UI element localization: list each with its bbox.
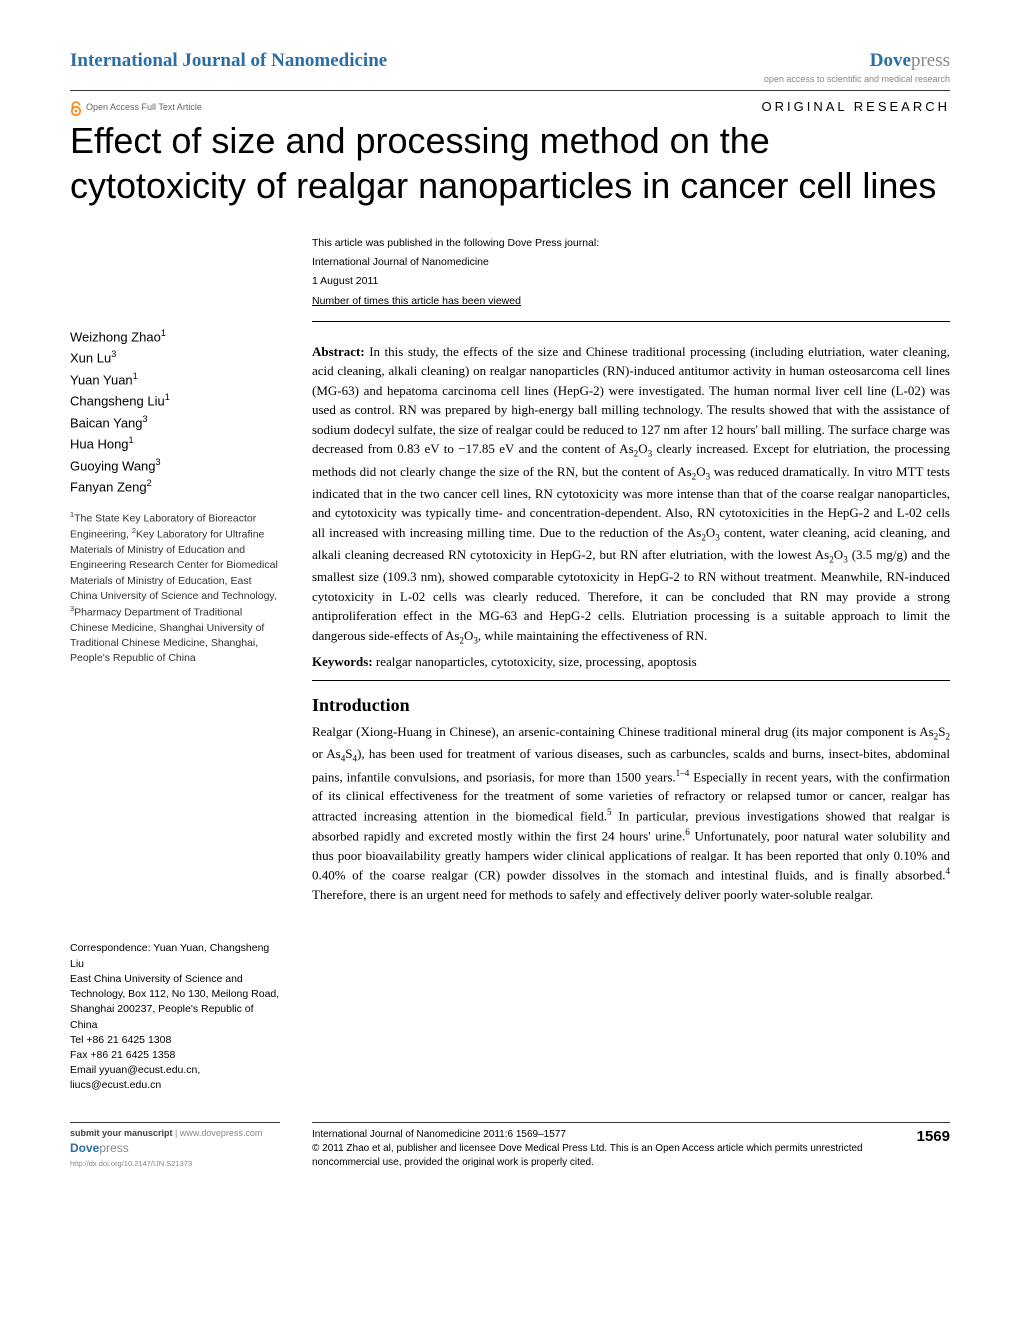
- keywords-line: Keywords: realgar nanoparticles, cytotox…: [312, 654, 950, 681]
- open-access-label: Open Access Full Text Article: [70, 100, 202, 114]
- pub-info-line3: 1 August 2011: [312, 274, 950, 289]
- brand-logo: Dovepress: [764, 50, 950, 72]
- author-entry: Fanyan Zeng2: [70, 476, 280, 497]
- pub-info-line1: This article was published in the follow…: [312, 236, 950, 251]
- correspondence-address: East China University of Science and Tec…: [70, 972, 280, 1033]
- submit-label[interactable]: submit your manuscript: [70, 1128, 173, 1138]
- footer-copyright: © 2011 Zhao et al, publisher and license…: [312, 1142, 917, 1170]
- footer: submit your manuscript | www.dovepress.c…: [70, 1122, 950, 1170]
- author-entry: Guoying Wang3: [70, 455, 280, 476]
- left-column: Weizhong Zhao1Xun Lu3Yuan Yuan1Changshen…: [70, 236, 280, 1094]
- footer-brand[interactable]: Dovepress: [70, 1141, 280, 1155]
- open-access-icon: [70, 100, 82, 114]
- page-number: 1569: [917, 1128, 950, 1170]
- pub-info-line4[interactable]: Number of times this article has been vi…: [312, 294, 950, 309]
- brand-dove: Dove: [870, 50, 911, 71]
- header-row: International Journal of Nanomedicine Do…: [70, 50, 950, 91]
- journal-name: International Journal of Nanomedicine: [70, 50, 387, 72]
- author-entry: Changsheng Liu1: [70, 390, 280, 411]
- author-entry: Yuan Yuan1: [70, 369, 280, 390]
- brand-block: Dovepress open access to scientific and …: [764, 50, 950, 84]
- footer-brand-dove: Dove: [70, 1141, 99, 1155]
- correspondence-fax: Fax +86 21 6425 1358: [70, 1048, 280, 1063]
- keywords-text: realgar nanoparticles, cytotoxicity, siz…: [373, 654, 697, 669]
- open-access-text: Open Access Full Text Article: [86, 102, 202, 112]
- submit-url[interactable]: | www.dovepress.com: [173, 1128, 263, 1138]
- affiliations: 1The State Key Laboratory of Bioreactor …: [70, 510, 280, 667]
- abstract-paragraph: Abstract: In this study, the effects of …: [312, 342, 950, 648]
- author-entry: Xun Lu3: [70, 347, 280, 368]
- spacer: [70, 236, 280, 326]
- pub-info-line2: International Journal of Nanomedicine: [312, 255, 950, 270]
- brand-tagline: open access to scientific and medical re…: [764, 74, 950, 84]
- footer-left: submit your manuscript | www.dovepress.c…: [70, 1122, 280, 1170]
- correspondence-tel: Tel +86 21 6425 1308: [70, 1033, 280, 1048]
- author-entry: Baican Yang3: [70, 412, 280, 433]
- abstract-body: In this study, the effects of the size a…: [312, 344, 950, 643]
- footer-citation-block: International Journal of Nanomedicine 20…: [312, 1128, 917, 1170]
- article-title: Effect of size and processing method on …: [70, 118, 950, 208]
- author-entry: Hua Hong1: [70, 433, 280, 454]
- publication-info-block: This article was published in the follow…: [312, 236, 950, 322]
- introduction-heading: Introduction: [312, 695, 950, 716]
- right-column: This article was published in the follow…: [312, 236, 950, 1094]
- correspondence-email: Email yyuan@ecust.edu.cn, liucs@ecust.ed…: [70, 1063, 280, 1093]
- author-entry: Weizhong Zhao1: [70, 326, 280, 347]
- abstract-label: Abstract:: [312, 344, 365, 359]
- footer-right: International Journal of Nanomedicine 20…: [312, 1122, 950, 1170]
- correspondence-names: Correspondence: Yuan Yuan, Changsheng Li…: [70, 941, 280, 971]
- authors-list: Weizhong Zhao1Xun Lu3Yuan Yuan1Changshen…: [70, 326, 280, 498]
- doi-link[interactable]: http://dx.doi.org/10.2147/IJN.S21373: [70, 1159, 280, 1168]
- article-type: ORIGINAL RESEARCH: [762, 99, 951, 114]
- access-row: Open Access Full Text Article ORIGINAL R…: [70, 99, 950, 114]
- introduction-body: Realgar (Xiong-Huang in Chinese), an ars…: [312, 722, 950, 904]
- correspondence-block: Correspondence: Yuan Yuan, Changsheng Li…: [70, 941, 280, 1093]
- footer-brand-press: press: [99, 1141, 128, 1155]
- brand-press: press: [911, 50, 950, 71]
- main-columns: Weizhong Zhao1Xun Lu3Yuan Yuan1Changshen…: [70, 236, 950, 1094]
- footer-citation: International Journal of Nanomedicine 20…: [312, 1128, 917, 1142]
- submit-manuscript-line: submit your manuscript | www.dovepress.c…: [70, 1128, 280, 1138]
- keywords-label: Keywords:: [312, 654, 373, 669]
